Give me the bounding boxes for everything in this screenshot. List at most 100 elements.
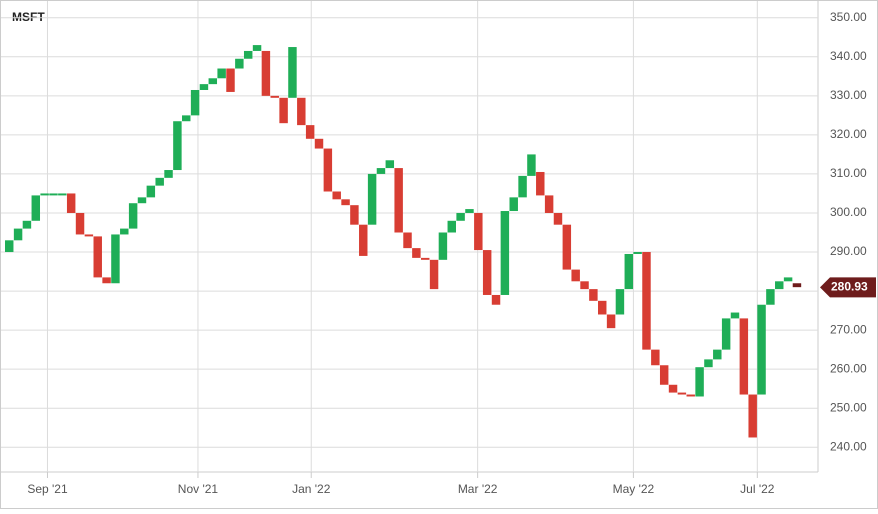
brick <box>553 212 563 225</box>
brick <box>199 84 209 90</box>
brick <box>13 228 23 241</box>
brick <box>456 212 465 221</box>
x-tick-label: Nov '21 <box>178 482 219 496</box>
brick <box>75 212 85 235</box>
brick <box>66 193 76 213</box>
brick <box>783 277 793 282</box>
brick <box>243 50 253 59</box>
brick <box>438 232 448 260</box>
brick <box>659 365 669 385</box>
brick <box>182 115 191 122</box>
brick <box>314 138 324 149</box>
brick <box>31 195 41 221</box>
brick <box>270 95 279 98</box>
brick <box>394 168 403 233</box>
brick <box>120 228 129 235</box>
brick <box>474 212 483 251</box>
brick <box>562 224 572 270</box>
last-price-tag <box>820 277 876 298</box>
brick <box>633 252 642 254</box>
brick <box>527 154 536 176</box>
brick <box>261 50 271 96</box>
brick <box>412 248 421 258</box>
brick <box>93 236 102 278</box>
brick <box>217 68 226 79</box>
brick <box>606 314 616 329</box>
x-tick-label: Jan '22 <box>292 482 331 496</box>
brick <box>341 199 350 206</box>
brick <box>323 148 333 192</box>
brick <box>208 78 218 85</box>
brick <box>5 240 14 253</box>
brick <box>385 160 395 169</box>
brick <box>40 193 49 196</box>
brick <box>84 234 94 237</box>
brick <box>190 89 200 116</box>
brick <box>22 220 32 229</box>
brick <box>465 209 474 213</box>
brick <box>137 197 147 204</box>
brick <box>518 175 527 198</box>
brick <box>288 47 297 98</box>
brick <box>721 318 731 350</box>
brick <box>509 197 518 212</box>
y-tick-label: 340.00 <box>830 49 867 63</box>
brick <box>58 193 67 196</box>
brick <box>376 168 386 174</box>
brick <box>403 232 412 249</box>
brick <box>651 349 660 366</box>
brick <box>252 45 262 51</box>
x-tick-label: Mar '22 <box>458 482 498 496</box>
brick <box>536 171 545 196</box>
y-tick-label: 300.00 <box>830 205 867 219</box>
brick <box>544 195 554 213</box>
brick <box>775 281 784 290</box>
brick <box>571 269 580 282</box>
y-tick-label: 320.00 <box>830 127 867 141</box>
brick <box>580 281 589 290</box>
brick <box>668 384 678 393</box>
brick <box>792 283 802 288</box>
y-tick-label: 330.00 <box>830 88 867 102</box>
y-tick-label: 250.00 <box>830 400 867 414</box>
brick <box>155 177 164 186</box>
brick <box>350 205 359 225</box>
x-tick-label: May '22 <box>613 482 655 496</box>
brick <box>642 252 651 350</box>
brick <box>173 121 182 171</box>
y-tick-label: 290.00 <box>830 244 867 258</box>
brick <box>615 289 625 315</box>
brick <box>624 253 634 290</box>
brick <box>128 203 138 229</box>
y-tick-label: 310.00 <box>830 166 867 180</box>
brick <box>739 318 749 395</box>
brick <box>757 304 766 395</box>
brick <box>420 257 430 260</box>
brick <box>748 394 757 438</box>
x-tick-label: Jul '22 <box>740 482 775 496</box>
last-price-label: 280.93 <box>831 280 868 294</box>
brick <box>766 289 775 305</box>
brick <box>102 277 111 284</box>
brick <box>305 125 315 139</box>
brick <box>332 191 341 200</box>
brick <box>686 394 695 397</box>
brick <box>279 97 288 124</box>
y-tick-label: 260.00 <box>830 361 867 375</box>
brick <box>297 97 306 126</box>
brick <box>447 220 456 233</box>
brick <box>226 68 235 92</box>
y-tick-label: 270.00 <box>830 322 867 336</box>
brick <box>695 367 704 397</box>
x-tick-label: Sep '21 <box>27 482 68 496</box>
brick <box>704 359 713 368</box>
brick <box>146 185 156 198</box>
brick <box>429 259 439 290</box>
brick <box>491 294 501 305</box>
brick <box>730 312 740 319</box>
y-tick-label: 240.00 <box>830 439 867 453</box>
y-tick-label: 350.00 <box>830 10 867 24</box>
brick <box>677 392 687 395</box>
brick <box>49 193 58 196</box>
